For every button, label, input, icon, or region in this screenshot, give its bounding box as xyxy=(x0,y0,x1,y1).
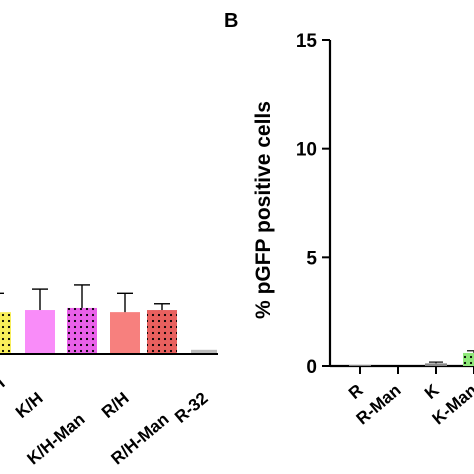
x-tick-label-a-3: R/H xyxy=(98,389,133,422)
bar-r-32 xyxy=(191,349,217,354)
bar-pattern-r-h-man xyxy=(147,310,177,354)
bar-k-h xyxy=(25,310,55,354)
y-tick-label-1: 5 xyxy=(306,248,317,269)
y-tick-label-0: 0 xyxy=(306,357,317,378)
y-axis-title: % pGFP positive cells xyxy=(252,101,275,319)
x-tick-label-a-1: K/H xyxy=(12,389,47,422)
y-tick-label-2: 10 xyxy=(296,140,317,161)
bar-b-r xyxy=(349,365,371,366)
x-tick-label-a-2: K/H-Man xyxy=(24,410,89,469)
bar-pattern-h xyxy=(0,312,11,354)
panel-label-b: B xyxy=(224,10,238,32)
x-tick-label-a-0: H xyxy=(0,374,9,396)
x-tick-label-b-k: K xyxy=(421,380,443,403)
y-tick-label-3: 15 xyxy=(296,31,318,52)
x-tick-label-a-5: R-32 xyxy=(171,389,211,427)
bar-r-h xyxy=(110,312,140,354)
bar-b-k xyxy=(425,363,447,366)
bar-b-pattern-k-man xyxy=(463,352,474,366)
x-tick-label-a-4: R/H-Man xyxy=(108,410,173,469)
x-tick-label-b-r: R xyxy=(345,381,367,403)
bar-pattern-k-h-man xyxy=(67,307,97,354)
